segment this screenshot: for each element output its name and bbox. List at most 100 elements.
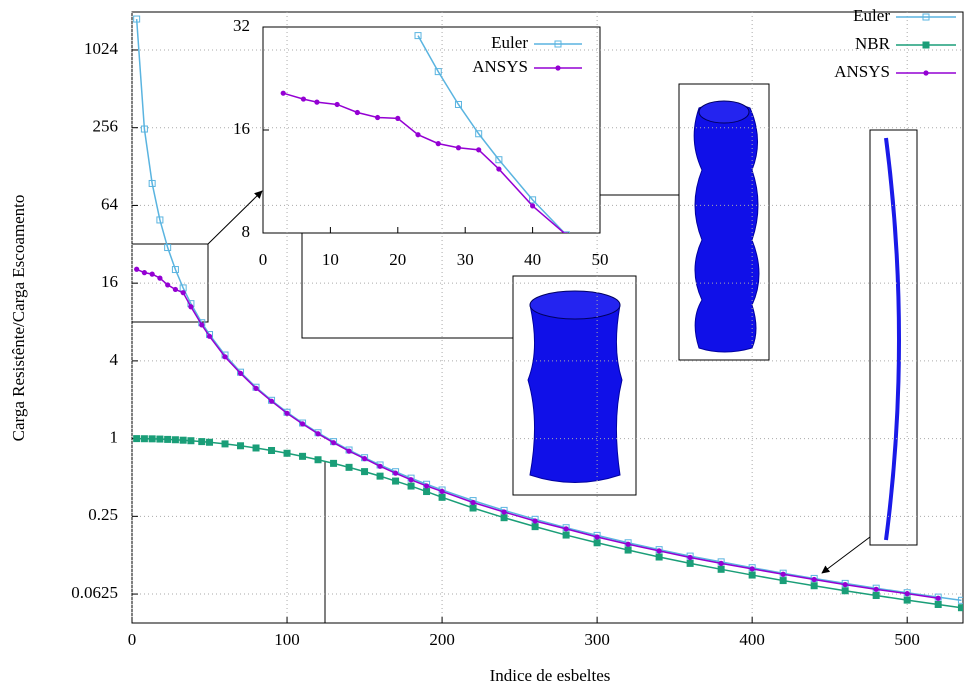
point [171, 266, 179, 274]
point [935, 595, 941, 601]
point [268, 446, 276, 454]
point [198, 438, 206, 446]
point [187, 437, 195, 445]
point [315, 431, 321, 437]
short-cylinder [527, 297, 623, 483]
point [300, 96, 307, 102]
point [148, 435, 156, 443]
point [376, 472, 384, 480]
x-tick-label: 30 [457, 250, 474, 269]
point [354, 109, 360, 116]
series-line [283, 92, 566, 233]
point [779, 577, 787, 585]
point [330, 440, 337, 446]
point [156, 216, 164, 224]
point [268, 398, 275, 404]
x-axis-label: Indice de esbeltes [490, 666, 611, 685]
point [934, 600, 942, 608]
x-tick-label: 400 [739, 630, 765, 649]
x-tick-label: 200 [429, 630, 455, 649]
y-tick-label: 0.0625 [71, 583, 118, 602]
point [407, 482, 415, 490]
point [284, 410, 290, 416]
point [299, 421, 306, 427]
point [656, 548, 662, 554]
point [718, 560, 724, 566]
point [435, 141, 441, 147]
point [179, 436, 187, 444]
point [141, 270, 148, 276]
x-tick-label: 300 [584, 630, 610, 649]
point [625, 541, 631, 547]
point [140, 125, 148, 133]
x-tick-label: 50 [592, 250, 609, 269]
point [361, 468, 369, 476]
point [392, 470, 399, 476]
point [957, 604, 963, 612]
x-tick-label: 10 [322, 250, 339, 269]
point [841, 587, 849, 595]
x-tick-label: 20 [389, 250, 406, 269]
point [957, 596, 963, 604]
point [423, 483, 430, 489]
point [253, 385, 259, 391]
point [140, 435, 148, 443]
point [500, 514, 508, 522]
x-tick-label: 100 [274, 630, 300, 649]
legend-label: NBR [855, 34, 891, 53]
point [156, 435, 164, 443]
series-group [133, 15, 963, 612]
point [415, 132, 421, 138]
point [563, 526, 569, 532]
point [748, 571, 756, 579]
point [873, 586, 879, 592]
tall-cylinder-top [698, 100, 750, 124]
y-tick-label: 16 [233, 119, 250, 138]
x-tick-label: 40 [524, 250, 541, 269]
point [438, 493, 446, 501]
x-tick-label: 500 [894, 630, 920, 649]
point [345, 463, 353, 471]
point [252, 444, 260, 452]
point [594, 534, 600, 540]
point [439, 488, 445, 495]
point [501, 509, 507, 515]
point [134, 266, 140, 272]
point [377, 463, 383, 469]
point [530, 203, 536, 209]
point [280, 90, 286, 96]
legend-marker [922, 41, 930, 49]
point [434, 68, 442, 76]
point [206, 438, 214, 446]
x-tick-label: 0 [259, 250, 268, 269]
point [593, 539, 601, 547]
point [222, 354, 228, 360]
point [562, 531, 570, 539]
column [884, 137, 901, 541]
point [655, 553, 663, 561]
point [532, 518, 538, 524]
point [811, 576, 817, 583]
point [842, 581, 848, 588]
point [414, 32, 422, 40]
point [562, 231, 570, 233]
point [903, 596, 911, 604]
zoom-arrow [207, 190, 263, 245]
point [361, 456, 368, 462]
point [165, 282, 171, 288]
point [172, 286, 179, 293]
point [171, 436, 179, 444]
point [237, 370, 244, 376]
tall-cylinder [693, 102, 760, 353]
legend-label: Euler [491, 33, 528, 52]
point [188, 304, 194, 310]
legend-marker [554, 40, 562, 48]
legend-marker [555, 65, 561, 71]
legend-marker [923, 70, 929, 76]
point [810, 582, 818, 590]
point [299, 452, 307, 460]
point [423, 488, 431, 496]
point [133, 15, 141, 23]
point [476, 147, 482, 153]
